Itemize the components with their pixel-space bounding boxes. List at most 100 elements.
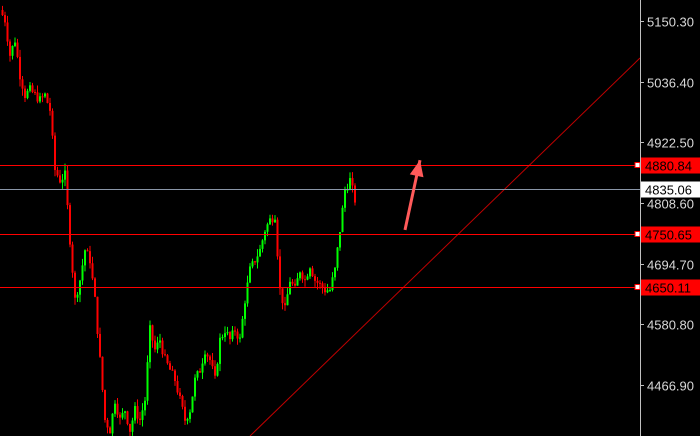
candle-body (39, 96, 41, 102)
candle-body (66, 170, 69, 206)
candle-body (176, 381, 179, 393)
candle-body (139, 418, 141, 420)
candle-body (26, 90, 29, 98)
candle-body (149, 325, 151, 363)
candle-body (219, 337, 221, 364)
candle-body (49, 102, 51, 111)
candle-body (169, 363, 171, 370)
candle-body (291, 281, 294, 284)
candle-body (251, 261, 254, 267)
candle-body (9, 41, 11, 56)
candle-body (91, 263, 94, 279)
level-handle[interactable] (634, 162, 641, 168)
candle-body (179, 392, 181, 397)
candle-body (154, 340, 156, 350)
candle-body (326, 290, 329, 293)
candle-body (214, 366, 216, 376)
candle-body (19, 56, 21, 80)
candle-body (89, 251, 91, 264)
candle-body (241, 318, 244, 338)
candle-body (186, 418, 189, 421)
candle-body (131, 420, 134, 432)
candle-body (171, 369, 174, 371)
candle-body (109, 427, 111, 434)
candle-body (181, 396, 184, 407)
level-handle[interactable] (634, 231, 641, 237)
candle-body (121, 412, 124, 418)
candle-body (126, 411, 129, 424)
candle-body (166, 355, 169, 364)
price-axis-bg (640, 0, 700, 436)
price-label-bg (641, 157, 700, 174)
candle-body (184, 406, 186, 421)
price-label: 4650.11 (645, 281, 691, 296)
candle-body (319, 282, 321, 284)
candle-body (234, 330, 236, 332)
axis-tick-label: 5036.40 (647, 76, 694, 91)
candle-body (309, 268, 311, 277)
candle-body (311, 268, 314, 277)
candle-body (124, 411, 126, 413)
candle-body (196, 371, 199, 378)
candle-body (284, 303, 286, 306)
candle-body (226, 332, 229, 334)
candle-body (264, 231, 266, 241)
axis-tick-label: 5150.30 (647, 15, 694, 30)
candle-body (164, 354, 166, 356)
candle-body (64, 170, 66, 180)
candle-body (229, 332, 231, 340)
candle-body (21, 79, 24, 89)
candle-body (279, 256, 281, 289)
candle-body (29, 85, 31, 91)
candle-body (266, 224, 269, 232)
candle-body (274, 219, 276, 223)
axis-tick-label: 4922.50 (647, 136, 694, 151)
candle-body (86, 250, 89, 252)
candle-body (341, 207, 344, 233)
candle-body (81, 265, 84, 281)
candle-body (59, 175, 61, 183)
candle-body (281, 288, 284, 304)
candle-body (106, 420, 109, 428)
candle-body (351, 178, 354, 186)
candle-body (244, 303, 246, 319)
candle-body (34, 92, 36, 94)
candle-body (151, 325, 154, 341)
candle-body (74, 272, 76, 298)
candle-body (24, 88, 26, 98)
axis-tick-label: 4580.80 (647, 318, 694, 333)
candle-body (304, 279, 306, 281)
price-label: 4750.65 (645, 228, 692, 243)
candle-body (104, 389, 106, 421)
candle-body (6, 22, 9, 42)
trendline[interactable] (249, 57, 641, 436)
candle-body (296, 278, 299, 286)
candle-body (271, 218, 274, 223)
candle-body (306, 276, 309, 280)
candle-body (354, 185, 356, 203)
candle-body (61, 179, 64, 183)
candle-body (239, 337, 241, 339)
candle-body (204, 354, 206, 364)
axis-tick-label: 4808.60 (647, 197, 694, 212)
candle-body (46, 93, 49, 103)
candle-body (31, 85, 34, 93)
candle-body (199, 371, 201, 373)
candle-body (11, 45, 14, 56)
candle-body (256, 256, 259, 263)
candle-body (56, 170, 59, 176)
candle-body (4, 15, 6, 23)
candle-body (54, 135, 56, 171)
candle-body (51, 110, 54, 136)
candle-body (161, 340, 164, 355)
axis-tick-label: 4694.70 (647, 258, 694, 273)
candle-body (111, 413, 114, 434)
candle-body (259, 248, 261, 257)
level-handle[interactable] (634, 284, 641, 290)
price-label: 4835.06 (645, 183, 692, 198)
candle-body (314, 276, 316, 281)
axis-tick-label: 4466.90 (647, 379, 694, 394)
candle-body (99, 333, 101, 357)
